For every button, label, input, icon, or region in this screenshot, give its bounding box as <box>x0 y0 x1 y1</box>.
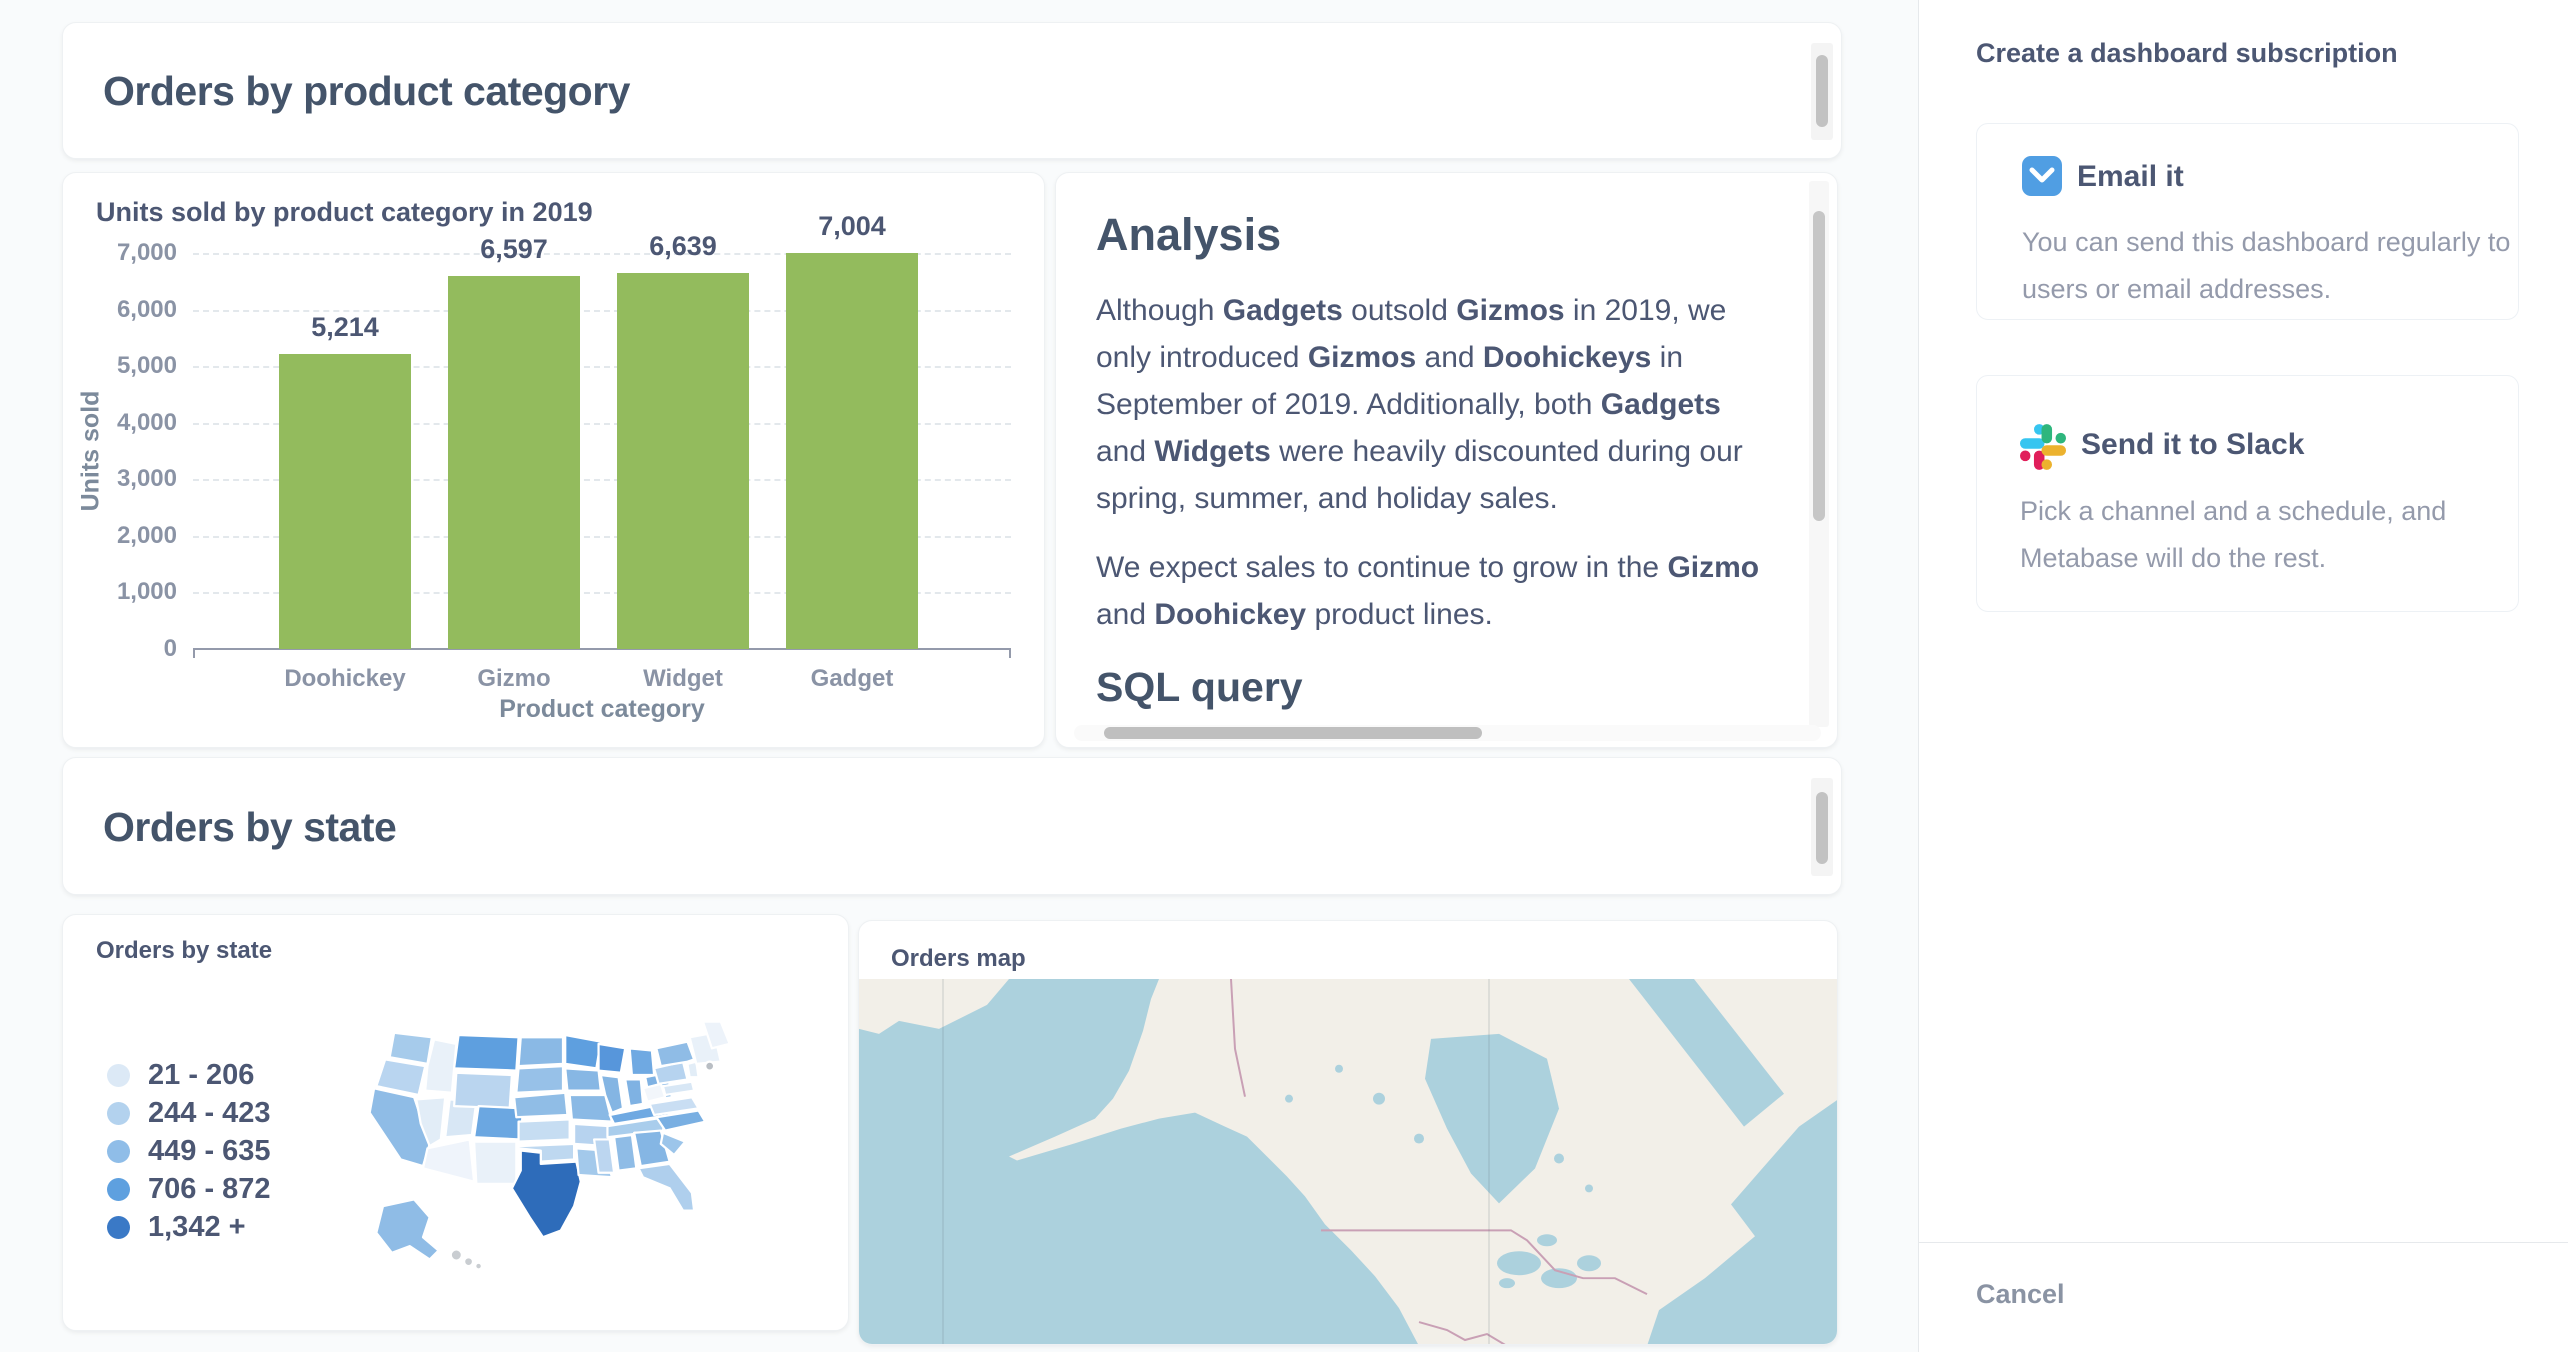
analysis-heading: Analysis <box>1096 209 1282 260</box>
heading-card-orders-by-product-category: Orders by product category <box>62 22 1842 159</box>
legend-row: 244 - 423 <box>107 1097 271 1130</box>
heading2-scrollbar-track[interactable] <box>1811 778 1833 876</box>
orders-by-state-card: Orders by state 21 - 206 244 - 423 449 - 6… <box>62 914 849 1331</box>
heading-card-orders-by-state: Orders by state <box>62 757 1842 895</box>
heading1-scrollbar-thumb[interactable] <box>1816 55 1828 127</box>
y-axis-title: Units sold <box>76 390 105 512</box>
analysis-hscrollbar-track[interactable] <box>1074 725 1821 741</box>
subscription-sidebar: Create a dashboard subscription Email it… <box>1918 0 2568 1352</box>
bar-value-label: 6,597 <box>480 233 548 264</box>
orders-map-card: Orders map <box>858 920 1838 1345</box>
gridline <box>193 422 1011 425</box>
legend-row: 21 - 206 <box>107 1059 254 1092</box>
y-axis-tick-label: 7,000 <box>116 239 177 266</box>
gridline <box>193 592 1011 595</box>
legend-label: 706 - 872 <box>148 1173 271 1205</box>
sidebar-title: Create a dashboard subscription <box>1976 38 2398 68</box>
bar-value-label: 6,639 <box>649 231 717 262</box>
world-tile-map[interactable] <box>859 979 1838 1345</box>
heading1-scrollbar-track[interactable] <box>1811 43 1833 140</box>
bar-chart-plot: 0 1,000 2,000 3,000 4,000 5,000 6,000 7,000 5,21… <box>117 211 1011 692</box>
x-axis-title: Product category <box>499 695 705 723</box>
x-axis-category-label: Doohickey <box>284 665 406 692</box>
bar-doohickey[interactable] <box>279 354 411 649</box>
dashboard-main: Orders by product category Units sold by… <box>62 22 1842 1345</box>
slack-option-title: Send it to Slack <box>2081 428 2305 461</box>
bar-value-label: 5,214 <box>311 312 379 343</box>
bar-value-label: 7,004 <box>818 210 886 241</box>
us-choropleth-map[interactable] <box>363 1015 763 1295</box>
water-small-lakes <box>1285 1064 1593 1193</box>
state-map-title: Orders by state <box>96 937 273 964</box>
sidebar-footer: Cancel <box>1919 1242 2568 1352</box>
analysis-hscrollbar-thumb[interactable] <box>1104 727 1482 739</box>
y-axis-tick-label: 0 <box>163 635 177 662</box>
land-north-america <box>1009 979 1837 1344</box>
slack-icon <box>2020 424 2066 475</box>
heading2-scrollbar-thumb[interactable] <box>1816 792 1828 864</box>
y-axis-tick-label: 5,000 <box>116 352 177 380</box>
map-borders <box>1230 979 1648 1344</box>
bar-widget[interactable] <box>617 273 749 649</box>
sql-query-heading: SQL query <box>1096 664 1303 710</box>
legend-row: 449 - 635 <box>107 1135 271 1168</box>
axis-end-tick <box>1009 649 1011 658</box>
bar-gadget[interactable] <box>786 252 918 649</box>
water-baffin-bay <box>1629 979 1784 1127</box>
gridline <box>193 535 1011 538</box>
legend-label: 244 - 423 <box>148 1097 271 1129</box>
legend-color-dot <box>107 1102 130 1125</box>
legend-label: 21 - 206 <box>148 1059 255 1091</box>
analysis-paragraph-1: Although Gadgets outsold Gizmos in 2019,… <box>1096 294 1743 515</box>
bar-chart-card: Units sold by product category in 2019 0… <box>62 172 1045 748</box>
x-axis-category-label: Widget <box>643 665 723 692</box>
legend-row: 706 - 872 <box>107 1173 271 1206</box>
email-icon <box>2022 156 2062 201</box>
legend-color-dot <box>107 1064 130 1087</box>
y-axis-tick-label: 4,000 <box>116 408 177 436</box>
orders-map-title: Orders map <box>891 945 1026 972</box>
x-axis-category-label: Gadget <box>810 665 894 692</box>
analysis-text-card: Analysis Although Gadgets outsold Gizmos… <box>1055 172 1838 748</box>
gridline <box>193 366 1011 369</box>
legend-color-dot <box>107 1140 130 1163</box>
email-option-title: Email it <box>2077 160 2184 193</box>
water-hudson-bay <box>1425 1033 1559 1204</box>
section-title-orders-by-state: Orders by state <box>103 804 397 850</box>
bar-gizmo[interactable] <box>448 275 580 649</box>
x-axis-line <box>193 648 1011 650</box>
email-option-description: You can send this dashboard regularly to… <box>2022 227 2511 304</box>
analysis-content: Analysis Although Gadgets outsold Gizmos… <box>1096 193 1776 733</box>
legend-label: 1,342 + <box>148 1211 246 1243</box>
land-siberia <box>859 979 1009 1034</box>
tile-seams <box>942 979 1490 1344</box>
gridline <box>193 479 1011 482</box>
legend-color-dot <box>107 1216 130 1239</box>
page-title: Orders by product category <box>103 68 630 114</box>
gridline <box>193 253 1011 255</box>
bar-chart-title: Units sold by product category in 2019 <box>96 197 593 227</box>
gridline <box>193 309 1011 312</box>
legend-color-dot <box>107 1178 130 1201</box>
y-axis-tick-label: 6,000 <box>116 295 177 323</box>
y-axis-tick-label: 2,000 <box>116 521 177 549</box>
slack-option-description: Pick a channel and a schedule, and Metab… <box>2020 496 2447 573</box>
email-subscription-card[interactable]: Email it You can send this dashboard reg… <box>1976 123 2519 320</box>
axis-end-tick <box>193 649 195 658</box>
slack-subscription-card[interactable]: Send it to Slack Pick a channel and a sc… <box>1976 375 2519 612</box>
analysis-paragraph-2: We expect sales to continue to grow in t… <box>1096 551 1760 631</box>
y-axis-tick-label: 3,000 <box>116 465 177 493</box>
legend-label: 449 - 635 <box>148 1135 271 1167</box>
y-axis-tick-label: 1,000 <box>116 578 177 606</box>
x-axis-category-label: Gizmo <box>477 665 551 692</box>
analysis-vscrollbar-thumb[interactable] <box>1813 211 1825 521</box>
legend-row: 1,342 + <box>107 1211 246 1244</box>
analysis-vscrollbar-track[interactable] <box>1809 181 1829 727</box>
cancel-button[interactable]: Cancel <box>1976 1279 2065 1309</box>
